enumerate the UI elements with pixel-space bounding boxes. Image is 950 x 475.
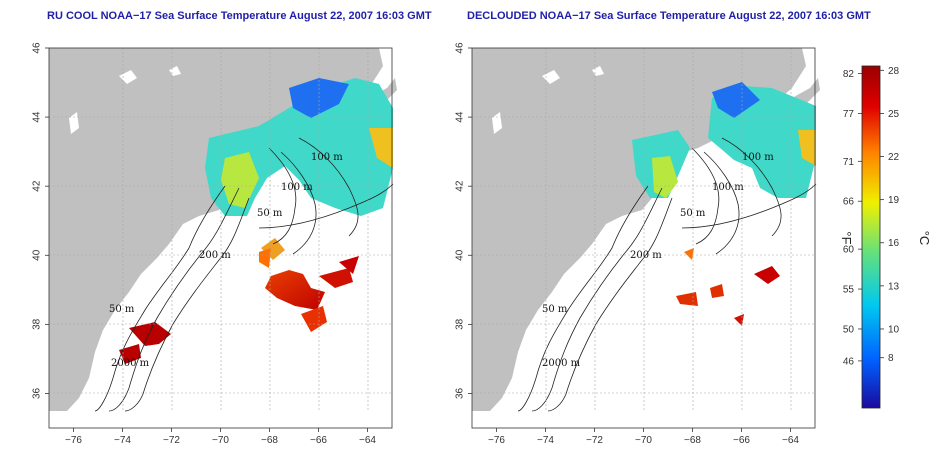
celsius-tick-label: 16	[888, 238, 900, 249]
x-tick-label: −76	[488, 435, 505, 446]
contour-label: 200 m	[199, 250, 231, 261]
celsius-tick-label: 10	[888, 324, 900, 335]
x-axis-right: −76 −74 −72 −70 −68 −66 −64	[488, 428, 799, 446]
fahrenheit-tick-label: 77	[843, 109, 855, 120]
contour-label: 50 m	[542, 304, 568, 315]
celsius-tick-label: 22	[888, 152, 900, 163]
contour-label: 100 m	[712, 182, 744, 193]
fahrenheit-ticks: 82 77 71 66 60 55 50 46	[843, 69, 862, 367]
contour-label: 100 m	[281, 182, 313, 193]
contour-label: 50 m	[257, 208, 283, 219]
y-tick-label: 46	[455, 42, 466, 54]
x-tick-label: −64	[782, 435, 799, 446]
y-tick-label: 40	[455, 249, 466, 261]
x-tick-label: −74	[114, 435, 131, 446]
celsius-tick-label: 8	[888, 353, 894, 364]
contour-label: 50 m	[109, 304, 135, 315]
x-tick-label: −70	[635, 435, 652, 446]
celsius-unit-label: °C	[917, 231, 932, 246]
fahrenheit-tick-label: 55	[843, 285, 855, 296]
sst-patches-left	[119, 78, 393, 364]
fahrenheit-tick-label: 66	[843, 197, 855, 208]
fahrenheit-tick-label: 71	[843, 157, 855, 168]
y-tick-label: 44	[455, 111, 466, 123]
celsius-tick-label: 13	[888, 281, 900, 292]
contour-label: 2000 m	[542, 358, 581, 369]
colorbar-gradient	[861, 65, 881, 409]
x-tick-label: −66	[733, 435, 750, 446]
y-tick-label: 42	[32, 180, 43, 192]
contour-label: 100 m	[311, 152, 343, 163]
y-tick-label: 38	[32, 318, 43, 330]
x-tick-label: −72	[586, 435, 603, 446]
x-tick-label: −76	[65, 435, 82, 446]
x-tick-label: −74	[537, 435, 554, 446]
contour-label: 200 m	[630, 250, 662, 261]
y-tick-label: 44	[32, 111, 43, 123]
y-tick-label: 36	[32, 387, 43, 399]
x-tick-label: −68	[684, 435, 701, 446]
fahrenheit-tick-label: 60	[843, 245, 855, 256]
celsius-tick-label: 19	[888, 195, 900, 206]
contour-label: 100 m	[742, 152, 774, 163]
contour-labels-right: 100 m 100 m 50 m 200 m 50 m 2000 m	[542, 152, 774, 369]
x-axis-left: −76 −74 −72 −70 −68 −66 −64	[65, 428, 376, 446]
y-tick-label: 36	[455, 387, 466, 399]
contour-label: 2000 m	[111, 358, 150, 369]
y-tick-label: 42	[455, 180, 466, 192]
left-map-panel: 100 m 100 m 50 m 200 m 50 m 2000 m −76 −7…	[32, 42, 397, 446]
celsius-tick-label: 25	[888, 109, 900, 120]
x-tick-label: −68	[261, 435, 278, 446]
left-panel-title: RU COOL NOAA−17 Sea Surface Temperature …	[47, 10, 432, 22]
right-map-panel: 100 m 100 m 50 m 200 m 50 m 2000 m −76 −7…	[455, 42, 820, 446]
x-tick-label: −70	[212, 435, 229, 446]
fahrenheit-tick-label: 82	[843, 69, 855, 80]
sst-patches-right	[632, 82, 816, 326]
temperature-colorbar: 82 77 71 66 60 55 50 46 28 25 22 19 16 13 10 8	[843, 65, 900, 409]
x-tick-label: −64	[359, 435, 376, 446]
y-axis-right: 36 38 40 42 44 46	[455, 42, 472, 399]
y-axis-left: 36 38 40 42 44 46	[32, 42, 49, 399]
y-tick-label: 46	[32, 42, 43, 54]
y-tick-label: 38	[455, 318, 466, 330]
contour-label: 50 m	[680, 208, 706, 219]
x-tick-label: −66	[310, 435, 327, 446]
contour-labels-left: 100 m 100 m 50 m 200 m 50 m 2000 m	[109, 152, 343, 369]
fahrenheit-tick-label: 50	[843, 324, 855, 335]
right-panel-title: DECLOUDED NOAA−17 Sea Surface Temperatur…	[467, 10, 871, 22]
celsius-ticks: 28 25 22 19 16 13 10 8	[880, 66, 900, 364]
x-tick-label: −72	[163, 435, 180, 446]
celsius-tick-label: 28	[888, 66, 900, 77]
fahrenheit-unit-label: °F	[839, 231, 854, 244]
fahrenheit-tick-label: 46	[843, 356, 855, 367]
y-tick-label: 40	[32, 249, 43, 261]
